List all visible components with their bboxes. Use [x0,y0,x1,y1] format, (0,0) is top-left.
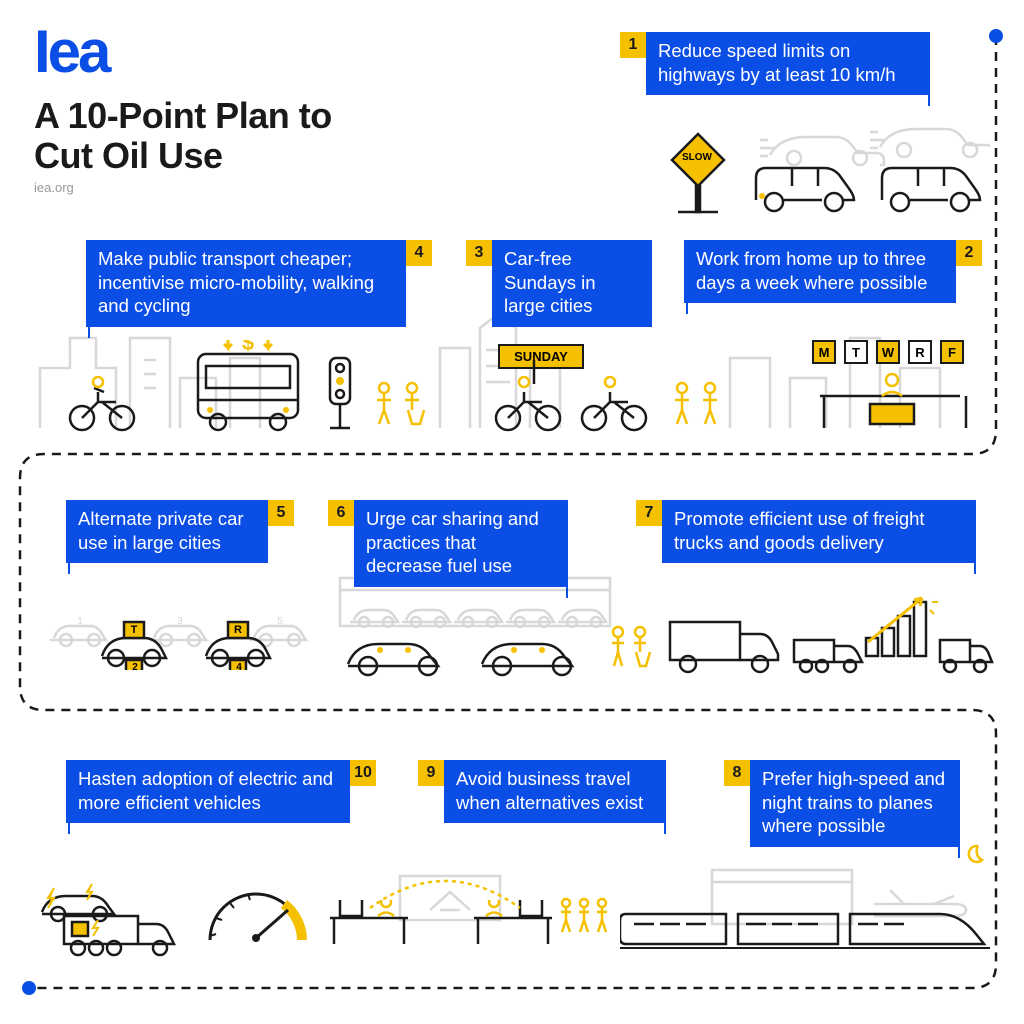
truck-small-icon [790,636,870,676]
weekday-box: M [812,340,836,364]
cyclist-icon [490,376,570,432]
point-5: 5Alternate private car use in large citi… [66,500,294,563]
point-text: Urge car sharing and practices that decr… [354,500,568,587]
svg-text:5: 5 [277,616,283,627]
point-pin [68,818,70,834]
people-icon [606,624,656,674]
people-icon [556,896,620,946]
weekday-box: R [908,340,932,364]
traffic-light-icon [322,354,360,432]
point-text: Alternate private car use in large citie… [66,500,268,563]
slow-label: SLOW [682,152,712,163]
point-pin [650,298,652,314]
point-6: 6Urge car sharing and practices that dec… [328,500,568,587]
point-2: 2Work from home up to three days a week … [684,240,982,303]
point-number-badge: 7 [636,500,662,526]
point-text: Avoid business travel when alternatives … [444,760,666,823]
point-text: Work from home up to three days a week w… [684,240,956,303]
point-10: 10Hasten adoption of electric and more e… [66,760,376,823]
van-icon [870,156,990,216]
plate-num: 4 [232,662,246,673]
bar-chart-icon [862,594,942,664]
desk-icon [810,370,970,432]
point-pin [68,558,70,574]
svg-text:3: 3 [177,616,183,627]
point-number-badge: 1 [620,32,646,58]
people-icon [668,380,728,430]
connection-arc-icon [360,864,530,914]
cyclist-icon [64,376,144,432]
point-number-badge: 9 [418,760,444,786]
point-text: Promote efficient use of freight trucks … [662,500,976,563]
point-number-badge: 10 [350,760,376,786]
moon-icon [962,842,986,866]
bus-icon: $ [188,340,308,432]
point-pin [928,90,930,106]
path-end-dot [22,981,36,995]
point-number-badge: 4 [406,240,432,266]
car-icon [474,628,594,678]
svg-text:$: $ [242,340,254,355]
point-9: 9Avoid business travel when alternatives… [418,760,666,823]
point-1: 1Reduce speed limits on highways by at l… [620,32,930,95]
car-icon [340,628,460,678]
point-number-badge: 3 [466,240,492,266]
point-text: Car-free Sundays in large cities [492,240,652,327]
weekday-box: W [876,340,900,364]
point-7: 7Promote efficient use of freight trucks… [636,500,976,563]
ev-truck-icon [58,910,188,958]
point-text: Reduce speed limits on highways by at le… [646,32,930,95]
point-text: Prefer high-speed and night trains to pl… [750,760,960,847]
point-number-badge: 8 [724,760,750,786]
path-start-dot [989,29,1003,43]
slow-sign-icon [660,128,740,218]
point-3: 3Car-free Sundays in large cities [466,240,652,327]
point-text: Make public transport cheaper; incentivi… [86,240,406,327]
point-pin [974,558,976,574]
point-pin [88,322,90,338]
point-number-badge: 2 [956,240,982,266]
point-number-badge: 6 [328,500,354,526]
truck-small-icon [936,636,996,676]
point-pin [664,818,666,834]
point-pin [686,298,688,314]
people-icon [370,380,430,430]
sunday-banner: SUNDAY [498,344,584,369]
point-pin [958,842,960,858]
train-icon [620,906,990,956]
weekday-box: T [844,340,868,364]
weekday-box: F [940,340,964,364]
plate-letter: T [126,624,142,636]
gauge-icon [196,880,316,950]
van-icon [744,156,864,216]
point-number-badge: 5 [268,500,294,526]
plate-num: 2 [128,662,142,673]
point-pin [566,582,568,598]
cyclist-icon [576,376,656,432]
plate-letter: R [230,624,246,636]
point-4: 4Make public transport cheaper; incentiv… [86,240,432,327]
point-8: 8Prefer high-speed and night trains to p… [724,760,960,847]
point-text: Hasten adoption of electric and more eff… [66,760,350,823]
truck-icon [664,614,784,674]
bg-parked-cars-icon: 1 3 5 [50,594,320,654]
svg-text:1: 1 [77,616,83,627]
